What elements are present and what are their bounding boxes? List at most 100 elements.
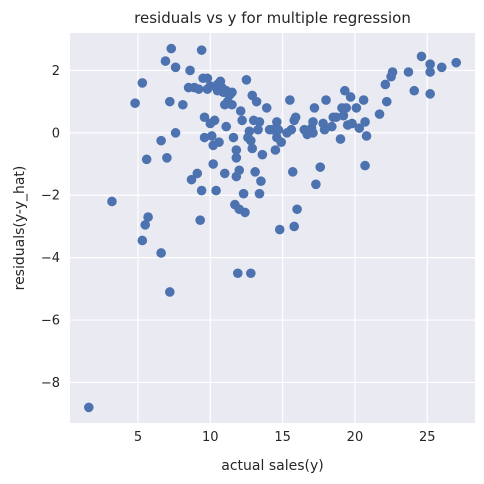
- data-point: [335, 134, 346, 144]
- data-point: [345, 92, 356, 102]
- data-point: [238, 188, 249, 199]
- data-point: [237, 115, 247, 126]
- data-point: [292, 204, 302, 215]
- data-point: [425, 89, 435, 99]
- data-point: [205, 81, 216, 91]
- data-point: [227, 99, 237, 110]
- data-point: [308, 117, 318, 127]
- data-point: [206, 131, 217, 141]
- data-point: [290, 112, 301, 123]
- data-point: [409, 85, 420, 96]
- data-point: [425, 67, 435, 77]
- data-point: [436, 62, 447, 73]
- y-tick-label: −4: [41, 251, 60, 266]
- data-point: [256, 176, 266, 186]
- data-point: [253, 124, 263, 135]
- data-point: [351, 103, 362, 113]
- data-point: [166, 43, 177, 54]
- data-point: [196, 45, 207, 55]
- data-point: [381, 96, 392, 107]
- data-point: [347, 118, 357, 129]
- data-point: [219, 168, 230, 179]
- data-point: [228, 132, 239, 143]
- y-tick-label: −6: [41, 314, 60, 329]
- data-point: [185, 65, 195, 76]
- data-point: [331, 112, 341, 123]
- data-point: [261, 103, 272, 113]
- x-tick-label: 20: [347, 430, 364, 445]
- data-point: [227, 87, 237, 98]
- y-tick-label: 2: [52, 64, 60, 79]
- data-point: [156, 248, 166, 258]
- data-point: [214, 137, 224, 147]
- data-point: [143, 212, 153, 222]
- data-point: [403, 67, 414, 77]
- data-point: [137, 235, 148, 246]
- data-point: [387, 67, 398, 77]
- data-points: [84, 43, 461, 413]
- data-point: [287, 167, 298, 177]
- data-point: [276, 137, 286, 147]
- data-point: [285, 95, 295, 105]
- data-point: [308, 128, 318, 138]
- data-point: [231, 145, 242, 155]
- data-point: [416, 51, 427, 62]
- data-point: [451, 57, 461, 68]
- data-point: [241, 75, 252, 85]
- data-point: [244, 126, 255, 137]
- data-point: [186, 174, 197, 185]
- data-point: [130, 98, 140, 108]
- data-point: [160, 56, 171, 66]
- data-point: [165, 96, 175, 107]
- data-point: [165, 287, 175, 297]
- data-point: [254, 188, 265, 199]
- data-point: [360, 117, 370, 127]
- data-point: [140, 220, 151, 230]
- y-tick-label: 0: [52, 126, 60, 141]
- data-point: [235, 106, 246, 116]
- x-tick-label: 10: [202, 430, 219, 445]
- data-point: [170, 128, 181, 138]
- data-point: [340, 85, 350, 96]
- data-point: [286, 124, 297, 135]
- data-point: [358, 95, 369, 105]
- data-point: [341, 103, 352, 113]
- chart-title: residuals vs y for multiple regression: [134, 9, 411, 27]
- data-point: [270, 145, 281, 155]
- data-point: [257, 149, 268, 160]
- data-point: [141, 154, 152, 165]
- y-tick-label: −8: [41, 376, 60, 391]
- data-point: [251, 96, 262, 107]
- data-point: [246, 135, 256, 146]
- data-point: [289, 221, 299, 232]
- data-point: [311, 179, 321, 190]
- data-point: [254, 117, 265, 127]
- data-point: [221, 121, 232, 132]
- data-point: [195, 215, 205, 225]
- data-point: [192, 168, 203, 179]
- data-point: [327, 121, 337, 132]
- data-point: [338, 110, 349, 121]
- data-point: [209, 115, 220, 126]
- data-point: [273, 124, 284, 135]
- data-point: [247, 143, 258, 154]
- data-point: [374, 109, 385, 119]
- x-tick-label: 15: [274, 430, 291, 445]
- data-point: [202, 73, 213, 84]
- x-tick-label: 5: [134, 430, 142, 445]
- data-point: [137, 78, 148, 88]
- data-point: [156, 135, 166, 146]
- data-point: [354, 123, 365, 133]
- data-point: [178, 99, 188, 110]
- data-point: [274, 224, 285, 235]
- data-point: [107, 196, 117, 207]
- data-point: [162, 153, 172, 163]
- data-point: [84, 402, 94, 413]
- data-point: [272, 117, 282, 127]
- data-point: [321, 95, 331, 105]
- data-point: [250, 167, 260, 177]
- data-point: [246, 268, 256, 279]
- data-point: [309, 103, 320, 113]
- data-point: [319, 124, 330, 135]
